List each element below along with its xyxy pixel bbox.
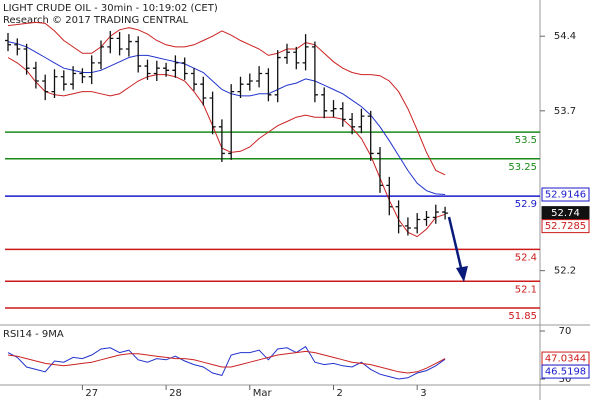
ohlc-bar [209, 91, 216, 135]
ohlc-bar [88, 55, 95, 85]
ohlc-bar [144, 59, 151, 80]
ohlc-bar [358, 108, 365, 134]
ohlc-bar [42, 74, 49, 101]
value-tag-label: 52.9146 [545, 190, 586, 201]
level-label: 52.1 [515, 284, 537, 295]
level-label: 52.4 [515, 252, 537, 263]
y-tick-label: 53.7 [554, 106, 576, 117]
ohlc-bar [181, 57, 188, 80]
ohlc-bar [432, 204, 439, 224]
forecast-arrow [447, 216, 468, 282]
ohlc-bar [330, 100, 337, 118]
ohlc-bar [311, 41, 318, 103]
ohlc-bar [377, 147, 383, 193]
level-label: 53.25 [508, 162, 537, 173]
indicator-line [7, 57, 446, 238]
x-tick-label: Mar [253, 388, 273, 399]
ohlc-bar [274, 50, 281, 103]
ohlc-bar [79, 68, 86, 84]
value-tag [541, 219, 590, 234]
ohlc-bar [125, 34, 132, 57]
x-tick-label: 2 [337, 388, 343, 399]
value-tag-label: 52.74 [551, 208, 580, 219]
ohlc-bar [23, 43, 30, 75]
chart-subtitle: Research © 2017 TRADING CENTRAL [3, 15, 189, 26]
ohlc-bar [153, 60, 160, 81]
ohlc-bar [442, 206, 449, 220]
y-tick-label: 70 [559, 326, 572, 337]
value-tag [541, 187, 590, 202]
ohlc-bar [246, 73, 253, 91]
indicator-line [7, 345, 446, 380]
ohlc-bar [256, 66, 263, 88]
ohlc-bar [265, 68, 272, 102]
ohlc-bar [414, 213, 421, 234]
y-tick-label: 54.4 [554, 31, 576, 42]
x-tick-label: 27 [85, 388, 98, 399]
ohlc-bar [293, 46, 300, 70]
ohlc-bar [349, 112, 356, 135]
ohlc-bar [107, 30, 114, 54]
ohlc-bar [5, 33, 11, 52]
ohlc-bar [302, 34, 309, 71]
y-tick-label: 52.2 [554, 266, 576, 277]
x-tick-label: 28 [169, 388, 182, 399]
ohlc-bar [395, 200, 402, 234]
ohlc-bar [70, 66, 77, 90]
indicator-line [7, 41, 446, 195]
ohlc-bar [163, 62, 170, 77]
value-tag-label: 52.7285 [545, 221, 586, 232]
ohlc-bar [284, 43, 290, 64]
ohlc-bar [404, 217, 411, 236]
ohlc-bar [51, 69, 58, 99]
ohlc-bar [321, 87, 328, 119]
ohlc-bar [14, 38, 21, 56]
chart-title: LIGHT CRUDE OIL - 30min - 10:19:02 (CET) [3, 3, 218, 14]
ohlc-bar [98, 40, 104, 70]
ohlc-bar [200, 76, 207, 106]
ohlc-bar [135, 36, 142, 73]
ohlc-bar [172, 55, 179, 78]
ohlc-bar [116, 31, 123, 56]
indicator-line [7, 350, 446, 374]
ohlc-bar [386, 176, 393, 216]
x-tick-label: 3 [420, 388, 426, 399]
ohlc-bar [367, 110, 374, 161]
ohlc-bar [228, 84, 235, 160]
ohlc-bar [237, 76, 244, 99]
indicator-title: RSI14 - 9MA [3, 329, 64, 340]
ohlc-bar [32, 61, 39, 89]
value-tag [541, 364, 590, 379]
level-label: 51.85 [508, 311, 537, 322]
ohlc-bar [218, 119, 225, 162]
ohlc-bar [339, 102, 346, 127]
level-label: 53.5 [515, 135, 537, 146]
ohlc-bar [423, 210, 430, 226]
value-tag-label: 47.0344 [545, 354, 586, 365]
level-label: 52.9 [515, 199, 537, 210]
ohlc-bar [191, 68, 197, 91]
y-tick-label: 30 [559, 374, 572, 385]
value-tag-label: 46.5198 [545, 367, 586, 378]
ohlc-bar [60, 70, 67, 91]
indicator-line [7, 21, 446, 176]
